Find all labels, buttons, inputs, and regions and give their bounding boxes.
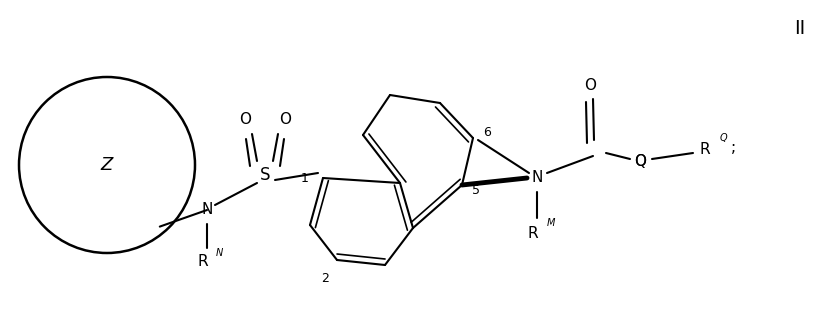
Text: Z: Z <box>101 156 113 174</box>
Text: N: N <box>215 248 223 258</box>
Text: ;: ; <box>731 139 736 154</box>
Text: N: N <box>201 202 213 217</box>
Text: Q: Q <box>719 133 727 143</box>
Text: O: O <box>634 154 646 169</box>
Text: II: II <box>794 18 805 37</box>
Text: O: O <box>584 77 596 92</box>
Text: R: R <box>528 226 538 241</box>
Text: Q: Q <box>634 154 646 169</box>
Text: 1: 1 <box>301 172 309 184</box>
Text: N: N <box>531 170 543 186</box>
Text: O: O <box>279 113 291 128</box>
Text: R: R <box>198 255 209 270</box>
Text: R: R <box>700 143 711 158</box>
Text: 6: 6 <box>483 126 491 139</box>
Text: O: O <box>239 113 251 128</box>
Text: 5: 5 <box>472 183 480 197</box>
Text: S: S <box>260 166 270 184</box>
Text: M: M <box>547 218 556 228</box>
Text: 2: 2 <box>321 271 329 285</box>
